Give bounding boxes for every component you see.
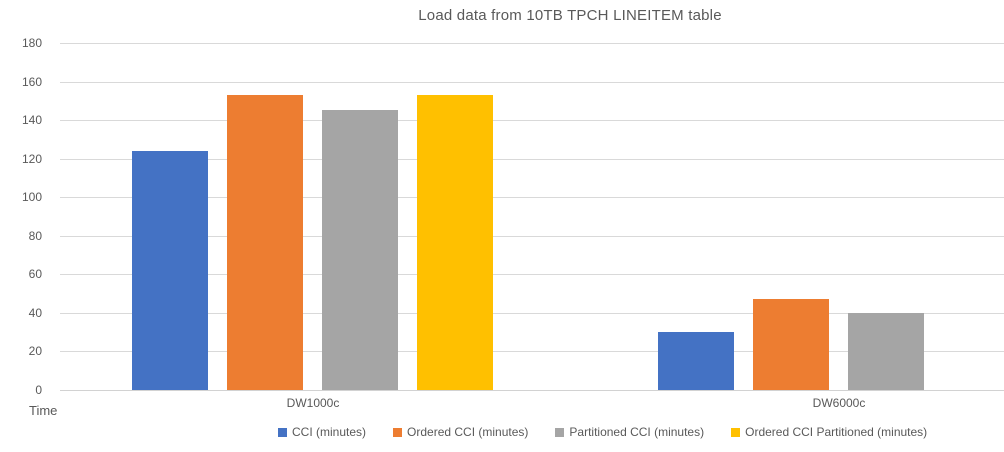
legend-marker (555, 427, 565, 437)
gridline (60, 120, 1004, 122)
bar (658, 332, 734, 390)
legend-marker (393, 427, 403, 437)
y-axis-tick-label: 120 (21, 151, 42, 166)
legend-item: Partitioned CCI (minutes) (555, 425, 704, 439)
gridline (60, 158, 1004, 160)
y-axis-tick-label: 60 (28, 267, 42, 282)
gridline (60, 312, 1004, 314)
gridline (60, 81, 1004, 83)
legend-item: CCI (minutes) (278, 425, 366, 439)
bar (753, 299, 829, 390)
category-label: DW6000c (812, 396, 866, 410)
gridline (60, 197, 1004, 199)
legend-label: Ordered CCI (minutes) (407, 425, 529, 439)
bar (227, 95, 303, 390)
category-label: DW1000c (286, 396, 340, 410)
y-axis-tick-label: 140 (21, 113, 42, 128)
legend-marker (731, 427, 741, 437)
y-axis-tick-label: 80 (28, 228, 42, 243)
y-axis-tick-label: 180 (21, 36, 42, 50)
legend-label: Partitioned CCI (minutes) (569, 425, 705, 439)
x-axis-line (60, 390, 1004, 391)
gridline (60, 274, 1004, 276)
chart-title: Load data from 10TB TPCH LINEITEM table (418, 7, 722, 24)
legend-marker (278, 427, 287, 437)
legend-label: CCI (minutes) (292, 425, 367, 439)
axis-title-time: Time (29, 403, 58, 418)
y-axis-tick-label: 20 (28, 344, 42, 359)
y-axis-tick-label: 0 (35, 383, 42, 397)
gridline (60, 351, 1004, 353)
y-axis-tick-label: 100 (21, 190, 42, 205)
bar (322, 110, 398, 390)
gridline (60, 43, 1004, 44)
bar (848, 312, 924, 390)
y-axis-tick-label: 40 (28, 305, 42, 320)
legend-item: Ordered CCI (minutes) (393, 425, 528, 439)
legend-label: Ordered CCI Partitioned (minutes) (745, 425, 928, 439)
legend-item: Ordered CCI Partitioned (minutes) (731, 425, 927, 439)
legend: CCI (minutes) Ordered CCI (minutes) Partit… (278, 425, 927, 439)
y-axis-tick-label: 160 (21, 74, 42, 89)
bar (132, 150, 208, 390)
gridline (60, 235, 1004, 237)
bar (417, 95, 493, 390)
